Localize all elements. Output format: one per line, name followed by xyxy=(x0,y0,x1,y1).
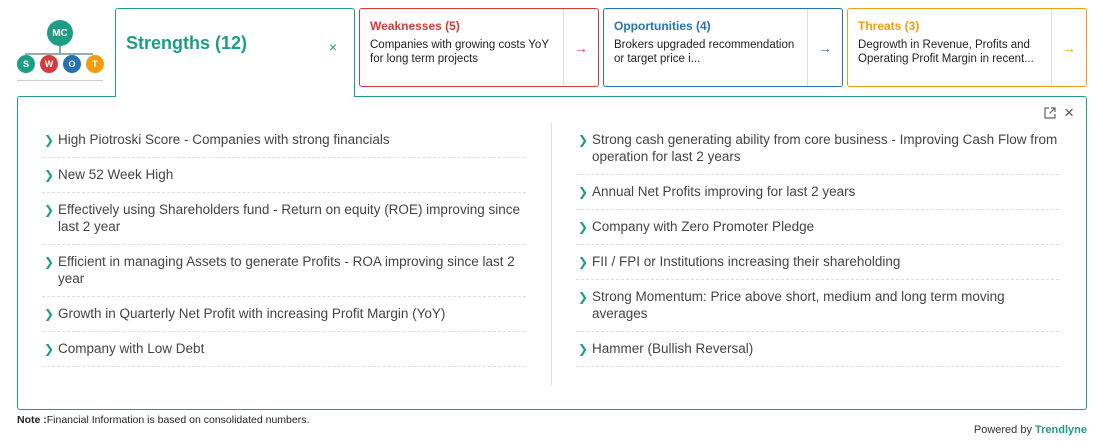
list-item[interactable]: ❯ Company with Low Debt xyxy=(42,332,526,367)
arrow-right-icon[interactable]: → xyxy=(563,9,598,86)
strengths-list-left: ❯ High Piotroski Score - Companies with s… xyxy=(42,123,526,367)
chevron-right-icon: ❯ xyxy=(44,255,55,269)
logo-letter-w: W xyxy=(40,55,58,73)
tab-threats-title: Threats (3) xyxy=(858,19,920,33)
expand-icon[interactable] xyxy=(1044,107,1056,119)
logo-branch-line xyxy=(25,53,93,55)
chevron-right-icon: ❯ xyxy=(578,342,589,356)
tab-weaknesses-title: Weaknesses (5) xyxy=(370,19,460,33)
list-item-text: Company with Low Debt xyxy=(58,341,205,356)
list-item-text: Strong Momentum: Price above short, medi… xyxy=(592,289,1005,321)
list-item[interactable]: ❯ New 52 Week High xyxy=(42,158,526,193)
collapse-icon[interactable]: × xyxy=(329,39,338,55)
tab-strengths[interactable]: Strengths (12) × xyxy=(115,8,355,97)
tab-opportunities-desc: Brokers upgraded recommendation or targe… xyxy=(614,39,795,65)
tab-threats-desc: Degrowth in Revenue, Profits and Operati… xyxy=(858,39,1034,65)
list-item-text: Company with Zero Promoter Pledge xyxy=(592,219,815,234)
powered-by: Powered by Trendlyne xyxy=(974,424,1087,436)
logo-connector xyxy=(59,46,61,54)
list-item-text: Strong cash generating ability from core… xyxy=(592,132,1058,164)
tab-opportunities[interactable]: Opportunities (4) Brokers upgraded recom… xyxy=(603,8,843,87)
chevron-right-icon: ❯ xyxy=(578,255,589,269)
logo-letter-s: S xyxy=(17,55,35,73)
panel-tools: × xyxy=(1044,103,1074,122)
chevron-right-icon: ❯ xyxy=(44,307,55,321)
list-item-text: Efficient in managing Assets to generate… xyxy=(58,254,515,286)
chevron-right-icon: ❯ xyxy=(578,133,589,147)
list-item[interactable]: ❯ Effectively using Shareholders fund - R… xyxy=(42,193,526,245)
tab-weaknesses-desc: Companies with growing costs YoY for lon… xyxy=(370,39,549,65)
tab-opportunities-title: Opportunities (4) xyxy=(614,19,711,33)
logo-letter-o: O xyxy=(63,55,81,73)
chevron-right-icon: ❯ xyxy=(44,133,55,147)
strengths-panel: × ❯ High Piotroski Score - Companies with… xyxy=(17,96,1087,410)
list-item[interactable]: ❯ High Piotroski Score - Companies with s… xyxy=(42,123,526,158)
list-item-text: FII / FPI or Institutions increasing the… xyxy=(592,254,901,269)
chevron-right-icon: ❯ xyxy=(578,220,589,234)
list-item-text: Growth in Quarterly Net Profit with incr… xyxy=(58,306,446,321)
list-item-text: High Piotroski Score - Companies with st… xyxy=(58,132,390,147)
chevron-right-icon: ❯ xyxy=(578,290,589,304)
chevron-right-icon: ❯ xyxy=(44,203,55,217)
swot-logo: MC S W O T xyxy=(17,16,104,82)
list-item[interactable]: ❯ Strong Momentum: Price above short, med… xyxy=(576,280,1059,332)
note-label: Note : xyxy=(17,414,47,426)
close-icon[interactable]: × xyxy=(1064,103,1074,122)
logo-underline xyxy=(17,80,103,81)
list-item-text: Annual Net Profits improving for last 2 … xyxy=(592,184,856,199)
list-item[interactable]: ❯ Growth in Quarterly Net Profit with inc… xyxy=(42,297,526,332)
chevron-right-icon: ❯ xyxy=(578,185,589,199)
powered-by-label: Powered by xyxy=(973,424,1032,436)
tab-strengths-title: Strengths (12) xyxy=(126,33,248,53)
footer-note: Note :Financial Information is based on … xyxy=(17,414,309,426)
tab-threats[interactable]: Threats (3) Degrowth in Revenue, Profits… xyxy=(847,8,1087,87)
list-item[interactable]: ❯ FII / FPI or Institutions increasing th… xyxy=(576,245,1059,280)
list-item-text: Effectively using Shareholders fund - Re… xyxy=(58,202,520,234)
arrow-right-icon[interactable]: → xyxy=(807,9,842,86)
list-item[interactable]: ❯ Annual Net Profits improving for last 2… xyxy=(576,175,1059,210)
mc-logo-badge: MC xyxy=(47,20,73,46)
strengths-list-right: ❯ Strong cash generating ability from cor… xyxy=(576,123,1059,367)
chevron-right-icon: ❯ xyxy=(44,168,55,182)
list-item[interactable]: ❯ Company with Zero Promoter Pledge xyxy=(576,210,1059,245)
arrow-right-icon[interactable]: → xyxy=(1051,9,1086,86)
trendlyne-link[interactable]: Trendlyne xyxy=(1035,424,1087,436)
logo-letter-t: T xyxy=(86,55,104,73)
list-item-text: New 52 Week High xyxy=(58,167,174,182)
list-item[interactable]: ❯ Strong cash generating ability from cor… xyxy=(576,123,1059,175)
column-divider xyxy=(551,123,552,385)
chevron-right-icon: ❯ xyxy=(44,342,55,356)
list-item[interactable]: ❯ Efficient in managing Assets to generat… xyxy=(42,245,526,297)
tab-weaknesses[interactable]: Weaknesses (5) Companies with growing co… xyxy=(359,8,599,87)
list-item-text: Hammer (Bullish Reversal) xyxy=(592,341,754,356)
list-item[interactable]: ❯ Hammer (Bullish Reversal) xyxy=(576,332,1059,367)
note-text: Financial Information is based on consol… xyxy=(46,414,310,426)
